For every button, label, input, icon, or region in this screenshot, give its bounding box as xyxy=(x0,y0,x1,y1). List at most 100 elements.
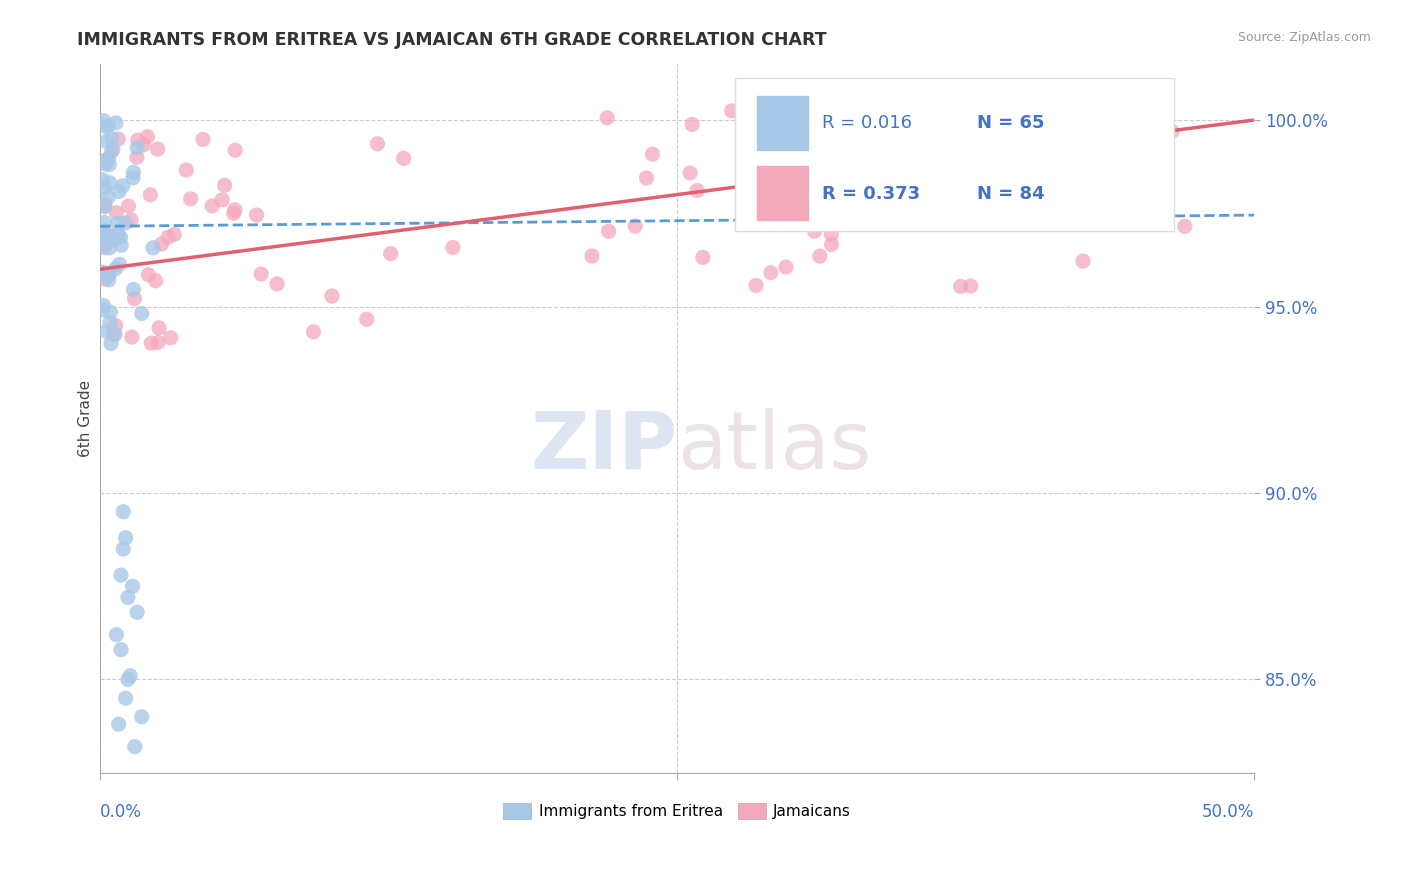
Point xyxy=(122,282,145,296)
Point xyxy=(1071,254,1094,268)
Text: Source: ZipAtlas.com: Source: ZipAtlas.com xyxy=(1237,31,1371,45)
Point xyxy=(104,116,127,130)
Point xyxy=(803,224,825,238)
Point xyxy=(775,162,797,177)
Point xyxy=(122,170,145,185)
Point xyxy=(148,321,170,335)
Point xyxy=(91,265,114,279)
Point xyxy=(98,158,121,172)
Text: N = 65: N = 65 xyxy=(977,114,1045,132)
Point xyxy=(686,184,709,198)
Point xyxy=(245,208,267,222)
Point xyxy=(104,318,127,333)
Text: 50.0%: 50.0% xyxy=(1202,804,1254,822)
Legend: Immigrants from Eritrea, Jamaicans: Immigrants from Eritrea, Jamaicans xyxy=(498,797,858,825)
Point xyxy=(124,292,146,306)
Point xyxy=(820,237,842,252)
Point xyxy=(117,673,139,687)
Point xyxy=(159,331,181,345)
Point xyxy=(131,306,153,320)
Point xyxy=(120,213,142,227)
Point xyxy=(96,153,118,167)
Point xyxy=(93,299,115,313)
Point xyxy=(110,230,132,244)
Point xyxy=(110,642,132,657)
Point xyxy=(139,187,162,202)
Text: R = 0.016: R = 0.016 xyxy=(821,114,911,132)
Point xyxy=(266,277,288,291)
Point xyxy=(138,268,160,282)
Point xyxy=(127,605,149,619)
Point xyxy=(956,170,979,185)
Point xyxy=(105,206,128,220)
Point xyxy=(100,336,122,351)
Point xyxy=(94,241,117,255)
Point xyxy=(1143,193,1166,207)
Point xyxy=(984,148,1007,162)
Text: atlas: atlas xyxy=(678,408,872,486)
Point xyxy=(91,224,114,238)
Point xyxy=(94,157,117,171)
Point xyxy=(121,330,143,344)
Point xyxy=(108,185,131,199)
Point xyxy=(831,208,853,222)
Point xyxy=(105,628,128,642)
Point xyxy=(97,118,120,132)
Point xyxy=(96,233,118,247)
Point xyxy=(163,227,186,242)
Point xyxy=(117,199,139,213)
Point xyxy=(392,152,415,166)
Point xyxy=(114,531,136,545)
Point xyxy=(121,579,143,593)
Point xyxy=(107,717,129,731)
Point xyxy=(97,268,120,282)
FancyBboxPatch shape xyxy=(756,165,808,221)
Text: IMMIGRANTS FROM ERITREA VS JAMAICAN 6TH GRADE CORRELATION CHART: IMMIGRANTS FROM ERITREA VS JAMAICAN 6TH … xyxy=(77,31,827,49)
Point xyxy=(93,113,115,128)
Point xyxy=(101,131,124,145)
Point xyxy=(108,257,131,271)
Point xyxy=(103,326,125,341)
Point xyxy=(100,305,122,319)
Point xyxy=(103,233,125,247)
Point xyxy=(93,180,115,194)
Point xyxy=(759,266,782,280)
Point xyxy=(94,200,117,214)
Point xyxy=(222,206,245,220)
Point xyxy=(201,199,224,213)
Text: ZIP: ZIP xyxy=(530,408,678,486)
Point xyxy=(441,240,464,254)
Point xyxy=(94,224,117,238)
Point xyxy=(380,246,402,260)
Point xyxy=(96,325,118,339)
Point xyxy=(96,120,118,134)
Point xyxy=(808,249,831,263)
Point xyxy=(211,193,233,207)
Point xyxy=(820,227,842,242)
Point xyxy=(94,198,117,212)
Point xyxy=(110,568,132,582)
Point xyxy=(107,227,129,241)
Point xyxy=(959,279,981,293)
Point xyxy=(970,178,993,192)
Point xyxy=(98,316,121,330)
Point xyxy=(94,272,117,286)
Point xyxy=(1174,219,1197,234)
Y-axis label: 6th Grade: 6th Grade xyxy=(79,380,93,457)
Point xyxy=(110,238,132,252)
Point xyxy=(952,174,974,188)
Point xyxy=(949,279,972,293)
Point xyxy=(191,132,214,146)
Point xyxy=(224,143,246,157)
Point xyxy=(720,103,742,118)
Point xyxy=(224,202,246,217)
Point xyxy=(1161,124,1184,138)
Point xyxy=(91,173,114,187)
Point xyxy=(124,739,146,754)
Point xyxy=(104,327,127,342)
FancyBboxPatch shape xyxy=(756,95,808,151)
Point xyxy=(96,134,118,148)
Point xyxy=(112,505,135,519)
Point xyxy=(93,215,115,229)
Point xyxy=(180,192,202,206)
